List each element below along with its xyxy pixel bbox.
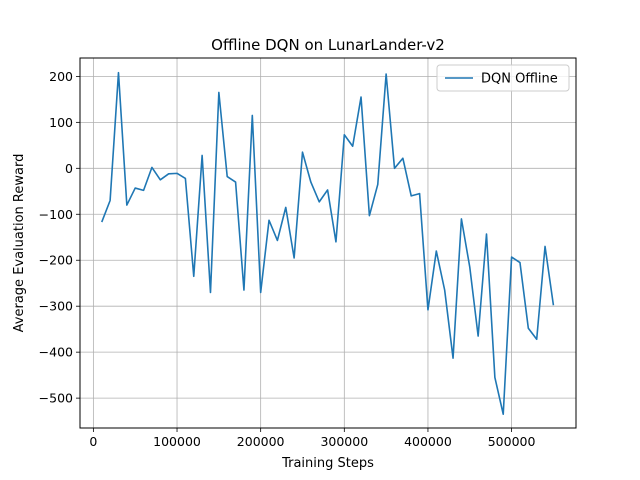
- legend: DQN Offline: [436, 64, 570, 92]
- y-tick-label: −200: [39, 253, 73, 268]
- x-axis-label: Training Steps: [281, 456, 374, 471]
- y-tick-label: −500: [39, 391, 73, 406]
- y-tick-label: 200: [49, 69, 73, 84]
- x-tick-label: 500000: [488, 434, 536, 449]
- x-tick-label: 100000: [153, 434, 201, 449]
- legend-label: DQN Offline: [481, 72, 558, 87]
- grid-lines: [80, 58, 576, 428]
- y-tick-label: 100: [49, 115, 73, 130]
- y-tick-label: −400: [39, 345, 73, 360]
- series-layer: [101, 71, 555, 416]
- x-tick-label: 300000: [320, 434, 368, 449]
- x-tick-label: 400000: [404, 434, 452, 449]
- legend-box: [436, 64, 570, 92]
- y-tick-label: −100: [39, 207, 73, 222]
- y-axis: −500 −400 −300 −200 −100 0 100 200: [39, 69, 80, 406]
- plot-frame: [79, 57, 577, 429]
- y-axis-label: Average Evaluation Reward: [12, 154, 27, 333]
- y-tick-label: −300: [39, 299, 73, 314]
- series-line: [101, 71, 555, 416]
- x-tick-label: 0: [89, 434, 97, 449]
- y-tick-label: 0: [65, 161, 73, 176]
- chart-title: Offline DQN on LunarLander-v2: [211, 36, 445, 54]
- x-axis: 0 100000 200000 300000 400000 500000: [89, 428, 536, 449]
- x-tick-label: 200000: [237, 434, 285, 449]
